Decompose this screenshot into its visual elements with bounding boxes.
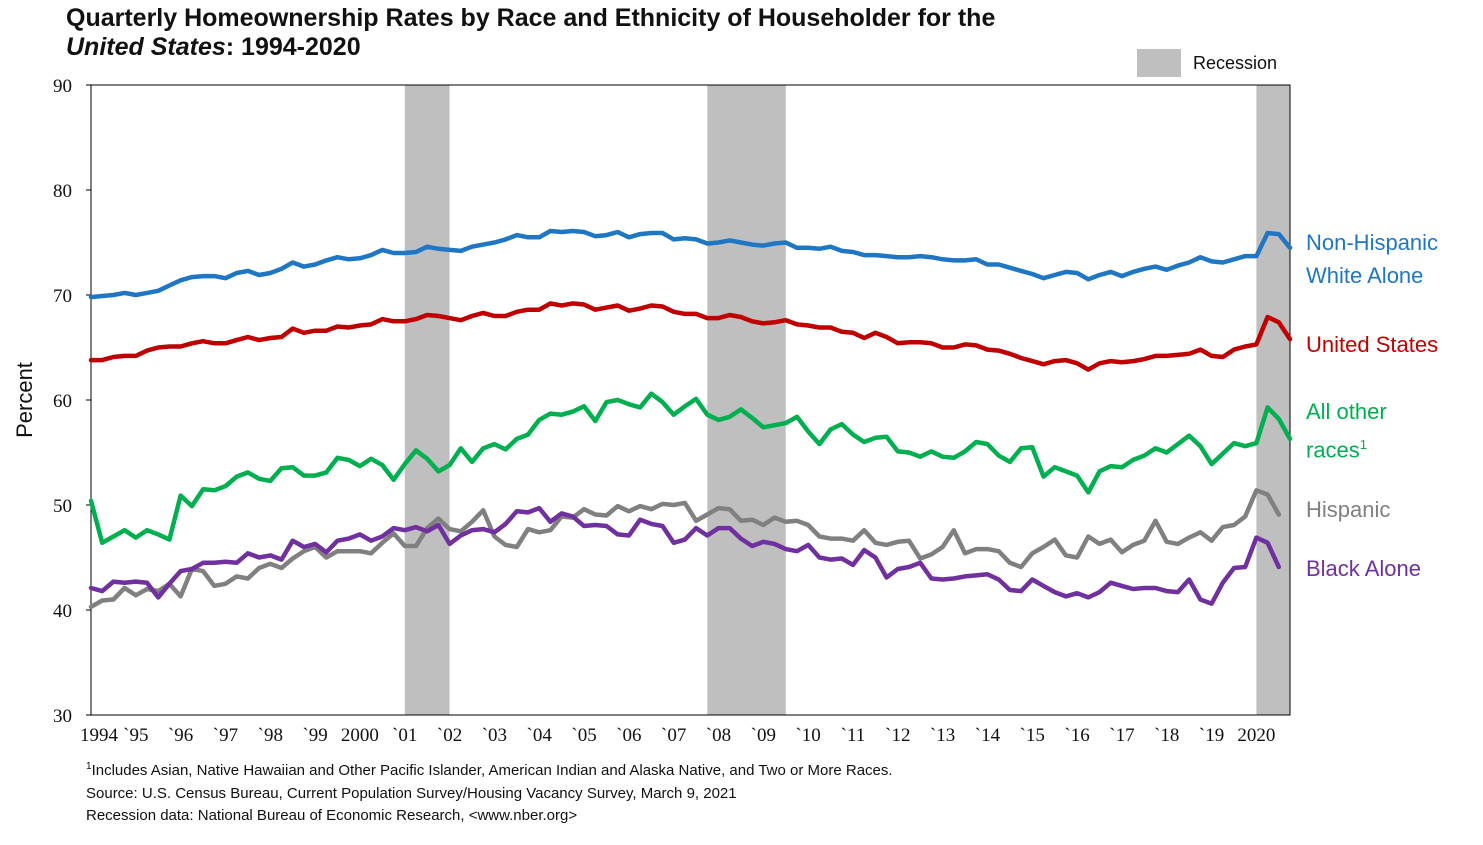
x-tick-label-5: `99 xyxy=(302,725,327,746)
y-tick-label-80: 80 xyxy=(53,181,72,202)
x-tick-label-2: `96 xyxy=(168,725,193,746)
series-label-other-line1: All other xyxy=(1306,399,1387,424)
x-tick-label-15: `09 xyxy=(751,725,776,746)
x-tick-label-8: `02 xyxy=(437,725,462,746)
y-tick-label-60: 60 xyxy=(53,391,72,412)
y-tick-label-70: 70 xyxy=(53,286,72,307)
legend-recession-label: Recession xyxy=(1193,53,1278,73)
x-tick-label-7: `01 xyxy=(392,725,417,746)
x-tick-label-26: 2020 xyxy=(1237,725,1275,746)
recession-band-2 xyxy=(707,85,786,715)
chart-title-line-2: United States: 1994-2020 xyxy=(66,33,995,62)
y-tick-label-50: 50 xyxy=(53,496,72,517)
x-tick-label-18: `12 xyxy=(885,725,910,746)
chart-title-years: : 1994-2020 xyxy=(225,33,361,61)
legend-recession-swatch xyxy=(1137,49,1181,77)
series-label-white: Non-Hispanic White Alone xyxy=(1306,226,1438,292)
series-label-black: Black Alone xyxy=(1306,556,1421,581)
x-tick-label-0: 1994 xyxy=(80,725,119,746)
x-tick-label-14: `08 xyxy=(706,725,731,746)
series-line-all-other-races xyxy=(88,391,1293,546)
series-line-hispanic xyxy=(88,488,1282,610)
x-tick-label-17: `11 xyxy=(841,725,866,746)
x-tick-label-9: `03 xyxy=(482,725,507,746)
footnote-recession-source: Recession data: National Bureau of Econo… xyxy=(86,807,578,824)
x-tick-label-4: `98 xyxy=(258,725,283,746)
chart-title-line-1: Quarterly Homeownership Rates by Race an… xyxy=(66,4,996,32)
x-tick-label-21: `15 xyxy=(1020,725,1045,746)
y-tick-label-40: 40 xyxy=(53,601,72,622)
series-line-non-hispanic-white-alone xyxy=(88,228,1293,300)
x-tick-label-11: `05 xyxy=(571,725,596,746)
x-tick-label-10: `04 xyxy=(527,725,553,746)
series-label-other-footnote-mark: 1 xyxy=(1359,437,1368,452)
footnote-source: Source: U.S. Census Bureau, Current Popu… xyxy=(86,785,737,802)
series-line-united-states xyxy=(88,301,1293,372)
x-tick-label-20: `14 xyxy=(975,725,1001,746)
series-label-other: All other races1 xyxy=(1306,395,1387,466)
x-tick-label-16: `10 xyxy=(795,725,820,746)
series-label-hispanic: Hispanic xyxy=(1306,497,1391,522)
x-tick-label-24: `18 xyxy=(1154,725,1179,746)
series-label-other-line2: races1 xyxy=(1306,428,1387,466)
y-tick-label-90: 90 xyxy=(53,76,72,97)
footnote-races: 1Includes Asian, Native Hawaiian and Oth… xyxy=(86,761,893,779)
x-tick-label-12: `06 xyxy=(616,725,641,746)
series-label-white-line1: Non-Hispanic xyxy=(1306,230,1439,255)
series-label-white-line2: White Alone xyxy=(1306,263,1424,288)
x-tick-label-1: `95 xyxy=(123,725,148,746)
x-tick-label-13: `07 xyxy=(661,725,686,746)
x-tick-label-25: `19 xyxy=(1199,725,1224,746)
recession-band-3 xyxy=(1256,85,1290,715)
series-line-black-alone xyxy=(88,505,1282,606)
footnote-races-text: Includes Asian, Native Hawaiian and Othe… xyxy=(91,762,893,779)
chart-title-italic: United States xyxy=(66,33,226,61)
chart-title: Quarterly Homeownership Rates by Race an… xyxy=(66,4,995,62)
x-tick-label-6: 2000 xyxy=(341,725,379,746)
series-label-us: United States xyxy=(1306,332,1439,357)
footnote-races-mark: 1 xyxy=(86,761,92,772)
x-tick-label-19: `13 xyxy=(930,725,955,746)
series-label-other-races: races xyxy=(1306,437,1360,463)
x-tick-label-23: `17 xyxy=(1109,725,1134,746)
x-tick-label-3: `97 xyxy=(213,725,238,746)
y-tick-label-30: 30 xyxy=(53,706,72,727)
y-axis-label: Percent xyxy=(12,362,37,438)
recession-band-1 xyxy=(404,85,450,715)
x-tick-label-22: `16 xyxy=(1064,725,1089,746)
